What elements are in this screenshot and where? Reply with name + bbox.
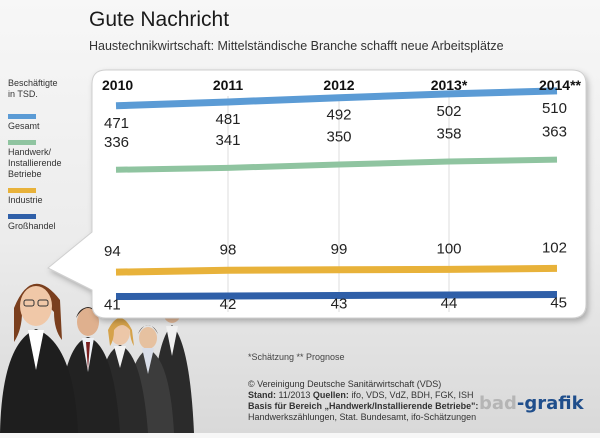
basis-value: Handwerkszählungen, Stat. Bundesamt, ifo…: [248, 412, 477, 422]
x-tick-label: 2012: [323, 77, 354, 93]
data-label: 363: [542, 124, 567, 141]
footnotes: *Schätzung ** Prognose: [248, 352, 345, 362]
legend-heading: Beschäftigte in TSD.: [8, 78, 58, 99]
page-subtitle: Haustechnikwirtschaft: Mittelständische …: [89, 39, 504, 53]
legend-item: Industrie: [8, 188, 93, 206]
data-label: 350: [326, 129, 351, 146]
x-tick-label: 2014**: [539, 77, 582, 93]
data-label: 98: [220, 241, 237, 258]
data-label: 99: [331, 241, 348, 258]
legend-label: Betriebe: [8, 169, 42, 179]
x-tick-label: 2013*: [431, 77, 468, 93]
data-label: 102: [542, 239, 567, 256]
legend-swatch: [8, 188, 36, 193]
legend-swatch: [8, 214, 36, 219]
series-line: [115, 264, 558, 276]
data-labels: 471 481 492 502 510 336 341 350 358 363 94 98 99 100 1…: [104, 100, 567, 314]
legend-item: Handwerk/Installierende Betriebe: [8, 140, 93, 180]
data-label: 43: [331, 296, 348, 313]
legend-item: Gesamt: [8, 114, 93, 132]
series-line: [115, 291, 558, 300]
speech-bubble-panel: [47, 69, 587, 319]
business-people-illustration: [0, 250, 220, 438]
x-axis-labels: 2010 2011 2012 2013* 2014**: [102, 77, 582, 93]
x-tick-label: 2011: [213, 77, 244, 93]
legend-label: Gesamt: [8, 121, 40, 131]
data-label: 44: [441, 295, 458, 312]
chart-grid: [227, 96, 450, 312]
legend-swatch: [8, 140, 36, 145]
data-label: 100: [436, 240, 461, 257]
data-label: 510: [542, 100, 567, 117]
data-label: 336: [104, 134, 129, 151]
legend-swatch: [8, 114, 36, 119]
x-tick-label: 2010: [102, 77, 133, 93]
data-label: 502: [436, 103, 461, 120]
data-label: 94: [104, 243, 121, 260]
data-label: 471: [104, 115, 129, 132]
data-label: 492: [326, 107, 351, 124]
chart-panel: [47, 69, 587, 319]
legend-label: Industrie: [8, 195, 43, 205]
data-label: 42: [220, 296, 237, 313]
data-label: 341: [215, 132, 240, 149]
data-label: 41: [104, 297, 121, 314]
legend-label: Handwerk/: [8, 147, 52, 157]
source-line: Stand: 11/2013 Quellen: ifo, VDS, VdZ, B…: [248, 390, 474, 400]
basis-label: Basis für Bereich „Handwerk/Installieren…: [248, 401, 479, 411]
data-label: 481: [215, 111, 240, 128]
copyright: © Vereinigung Deutsche Sanitärwirtschaft…: [248, 379, 442, 389]
data-label: 45: [550, 295, 567, 312]
legend-label: Installierende: [8, 158, 62, 168]
data-label: 358: [436, 126, 461, 143]
series-line: [115, 156, 558, 173]
legend: Beschäftigte in TSD. Gesamt Handwerk/Inst…: [8, 78, 93, 240]
bad-grafik-logo: bad-grafik: [479, 393, 584, 414]
chart-series: [115, 87, 558, 300]
page-title: Gute Nachricht: [89, 8, 230, 31]
legend-label: Großhandel: [8, 221, 56, 231]
footer: *Schätzung ** Prognose © Vereinigung Deu…: [248, 352, 478, 423]
series-line: [115, 87, 558, 110]
legend-item: Großhandel: [8, 214, 93, 232]
